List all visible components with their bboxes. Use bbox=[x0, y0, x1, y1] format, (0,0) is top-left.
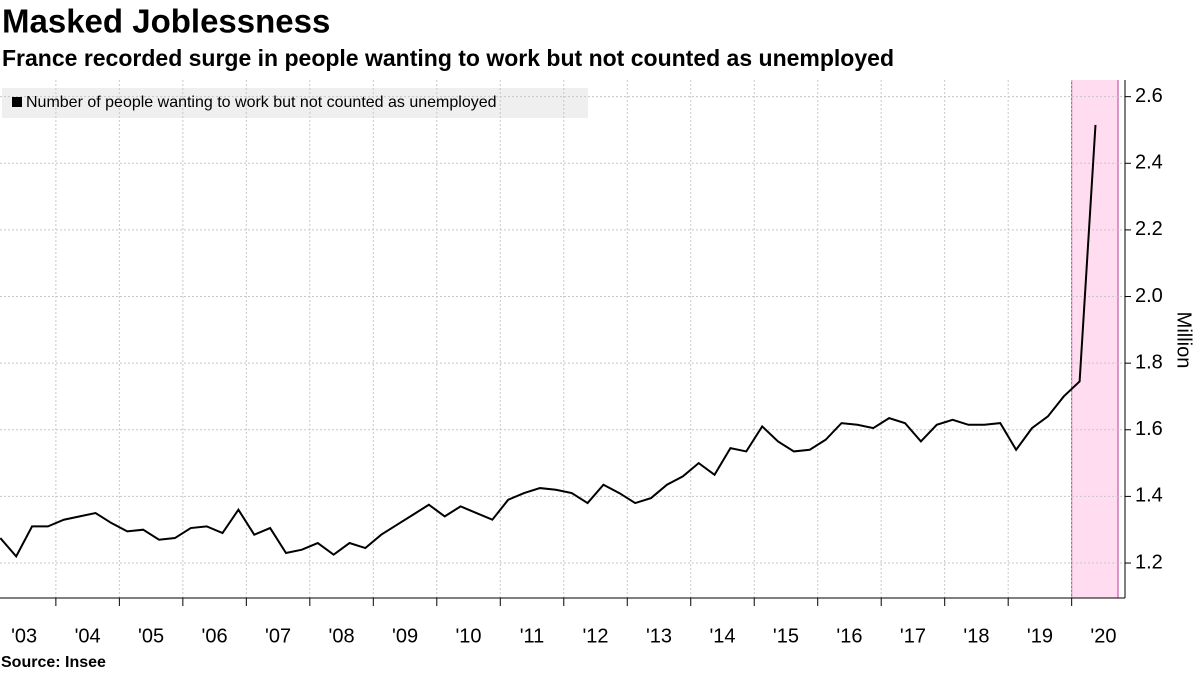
y-tick-label: 1.4 bbox=[1135, 485, 1163, 507]
x-tick-label: '17 bbox=[900, 625, 926, 647]
y-tick-label: 1.6 bbox=[1135, 418, 1163, 440]
line bbox=[0, 124, 1097, 559]
x-tick-label: '16 bbox=[836, 625, 862, 647]
y-tick-label: 2.2 bbox=[1135, 218, 1163, 240]
x-tick-label: '11 bbox=[520, 625, 545, 647]
y-tick-label: 1.8 bbox=[1135, 351, 1163, 373]
chart-title: Masked Joblessness bbox=[2, 3, 330, 40]
x-tick-label: '09 bbox=[392, 625, 418, 647]
x-tick-label: '20 bbox=[1090, 625, 1116, 647]
x-tick-label: '08 bbox=[329, 625, 355, 647]
source: Source: Insee bbox=[1, 654, 106, 671]
x-tick-label: '06 bbox=[202, 625, 228, 647]
legend-swatch bbox=[12, 97, 22, 107]
x-tick-label: '07 bbox=[265, 625, 291, 647]
shade bbox=[1071, 80, 1119, 598]
x-tick-label: '05 bbox=[138, 625, 164, 647]
x-tick-label: '13 bbox=[646, 625, 672, 647]
x-tick-label: '19 bbox=[1027, 625, 1053, 647]
x-tick-label: '12 bbox=[582, 625, 608, 647]
x-tick-label: '10 bbox=[455, 625, 481, 647]
y-tick-label: 1.2 bbox=[1135, 551, 1163, 573]
x-tick-label: '14 bbox=[709, 625, 735, 647]
x-tick-label: '18 bbox=[963, 625, 989, 647]
x-tick-label: '04 bbox=[75, 625, 101, 647]
legend-label: Number of people wanting to work but not… bbox=[26, 94, 497, 111]
legend-box bbox=[2, 88, 588, 118]
y-axis-label: Million bbox=[1173, 312, 1195, 369]
y-tick-label: 2.6 bbox=[1135, 85, 1163, 107]
chart-subtitle: France recorded surge in people wanting … bbox=[2, 45, 894, 71]
y-tick-label: 2.0 bbox=[1135, 285, 1163, 307]
x-tick-label: '03 bbox=[11, 625, 37, 647]
y-tick-label: 2.4 bbox=[1135, 152, 1163, 174]
x-tick-label: '15 bbox=[773, 625, 799, 647]
